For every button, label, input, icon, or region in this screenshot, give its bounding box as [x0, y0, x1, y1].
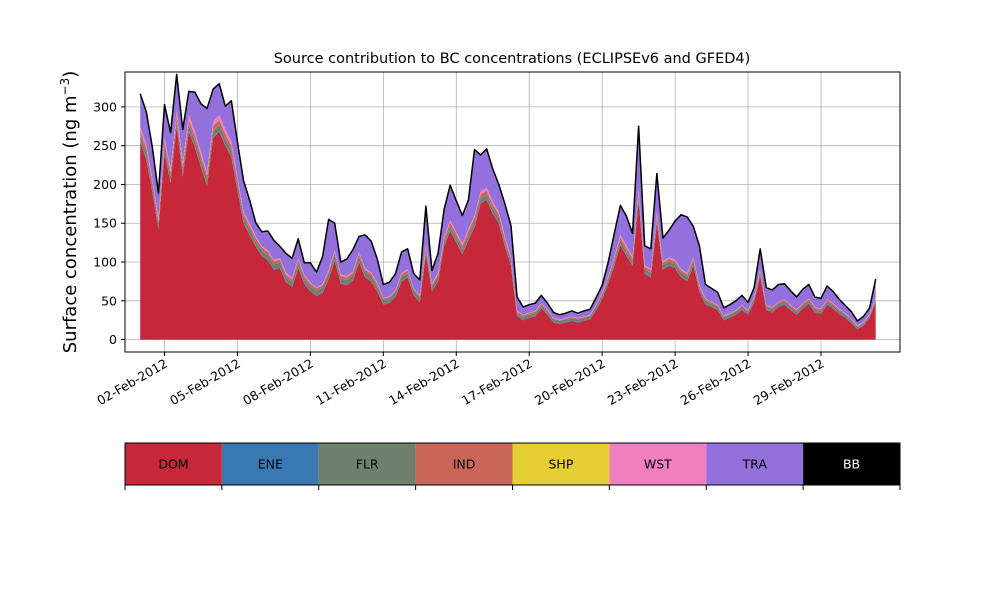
area-dom: [140, 126, 876, 340]
legend-swatch-wst: [609, 443, 707, 485]
x-tick-label: 14-Feb-2012: [386, 356, 462, 408]
y-tick-label: 300: [93, 99, 117, 114]
x-axis-ticks: 02-Feb-201205-Feb-201208-Feb-201211-Feb-…: [94, 352, 826, 408]
y-tick-label: 250: [93, 138, 117, 153]
y-tick-label: 200: [93, 177, 117, 192]
plot-frame: [124, 71, 901, 353]
x-tick-label: 29-Feb-2012: [751, 356, 827, 408]
area-flr: [140, 119, 876, 329]
legend-swatch-shp: [512, 443, 610, 485]
legend-swatch-dom: [125, 443, 222, 485]
area-ene: [140, 125, 876, 330]
plot-area: 0 50 100 150 200 250 300 02-Feb-201205-Feb-201…: [93, 71, 901, 408]
legend-label-shp: SHP: [549, 457, 574, 472]
x-tick-label: 23-Feb-2012: [605, 356, 681, 408]
legend-swatch-bb: [803, 443, 900, 485]
stacked-areas: [140, 74, 876, 340]
y-axis-label-close: ): [60, 71, 81, 78]
x-tick-label: 05-Feb-2012: [167, 356, 243, 408]
x-tick-label: 08-Feb-2012: [240, 356, 316, 408]
y-axis-label-superscript: −3: [58, 78, 72, 96]
legend-label-wst: WST: [644, 457, 672, 472]
y-tick-label: 50: [101, 293, 117, 308]
legend-swatch-flr: [318, 443, 416, 485]
x-tick-label: 26-Feb-2012: [678, 356, 754, 408]
legend-label-tra: TRA: [742, 457, 768, 472]
area-tra: [140, 74, 876, 326]
chart-title: Source contribution to BC concentrations…: [274, 51, 751, 67]
y-tick-label: 0: [109, 332, 117, 347]
total-concentration-line: [139, 73, 877, 322]
y-tick-label: 150: [93, 216, 117, 231]
source-colorbar-legend: DOM ENE FLR IND SHP WST TRA BB: [124, 442, 901, 490]
y-axis-label: Surface concentration (ng m−3): [58, 71, 81, 354]
x-tick-label: 11-Feb-2012: [313, 356, 389, 408]
y-tick-label: 100: [93, 255, 117, 270]
legend-label-dom: DOM: [158, 457, 188, 472]
y-axis-ticks: 0 50 100 150 200 250 300: [93, 99, 125, 347]
total-line-layer: [139, 73, 877, 322]
legend-label-flr: FLR: [356, 457, 379, 472]
y-axis-label-main: Surface concentration (ng m: [60, 95, 81, 353]
x-tick-label: 20-Feb-2012: [532, 356, 608, 408]
legend-swatch-ind: [415, 443, 513, 485]
x-tick-label: 02-Feb-2012: [94, 356, 170, 408]
area-ind: [140, 114, 876, 328]
legend-swatch-ene: [221, 443, 319, 485]
legend-swatch-tra: [706, 443, 804, 485]
legend-label-bb: BB: [843, 457, 860, 472]
x-tick-label: 17-Feb-2012: [459, 356, 535, 408]
legend-label-ene: ENE: [258, 457, 283, 472]
legend-label-ind: IND: [453, 457, 476, 472]
